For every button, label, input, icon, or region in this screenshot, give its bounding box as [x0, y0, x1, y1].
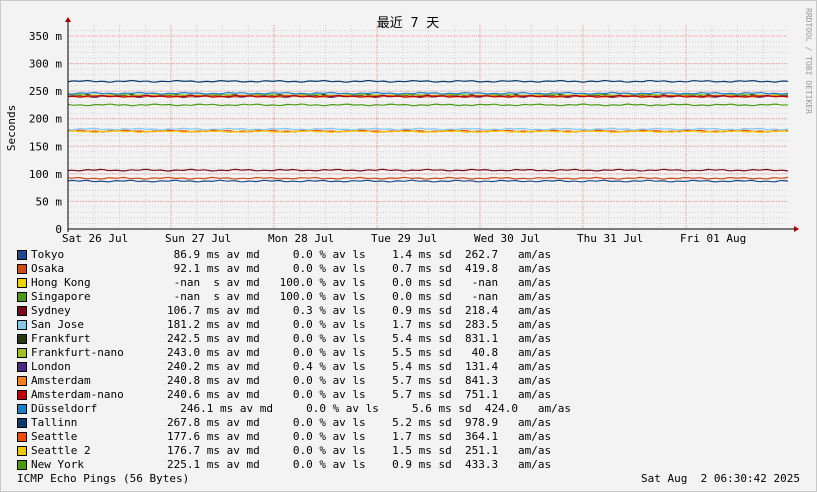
- legend-stats: 242.5 ms av md 0.0 % av ls 5.4 ms sd 831…: [167, 332, 552, 345]
- y-tick-label: 350 m: [29, 30, 62, 43]
- y-axis-arrow: [65, 17, 71, 22]
- legend-stats: 177.6 ms av md 0.0 % av ls 1.7 ms sd 364…: [167, 430, 552, 443]
- x-tick-label: Wed 30 Jul: [474, 232, 540, 245]
- legend-swatch: [17, 278, 27, 288]
- x-tick-labels: Sat 26 Jul Sun 27 Jul Mon 28 Jul Tue 29 Jul…: [62, 232, 746, 245]
- legend-swatch: [17, 418, 27, 428]
- x-tick-label: Mon 28 Jul: [268, 232, 334, 245]
- legend-stats: -nan s av md 100.0 % av ls 0.0 ms sd -na…: [167, 290, 552, 303]
- legend-swatch: [17, 320, 27, 330]
- series-lines: [67, 79, 789, 183]
- grid: [67, 25, 788, 230]
- x-tick-label: Sun 27 Jul: [165, 232, 231, 245]
- legend-stats: -nan s av md 100.0 % av ls 0.0 ms sd -na…: [167, 276, 552, 289]
- chart-title: 最近 7 天: [377, 16, 439, 31]
- legend-series-name: Amsterdam-nano: [31, 388, 124, 401]
- footer-timestamp: Sat Aug 2 06:30:42 2025: [641, 472, 800, 485]
- y-tick-label: 150 m: [29, 140, 62, 153]
- y-tick-label: 100 m: [29, 168, 62, 181]
- legend-stats: 240.6 ms av md 0.0 % av ls 5.7 ms sd 751…: [167, 388, 552, 401]
- y-tick-label: 0: [55, 223, 62, 236]
- legend-series-name: London: [31, 360, 71, 373]
- axes: [65, 17, 799, 232]
- legend-stats: 106.7 ms av md 0.3 % av ls 0.9 ms sd 218…: [167, 304, 552, 317]
- legend-series-name: San Jose: [31, 318, 84, 331]
- legend-series-name: Tallinn: [31, 416, 78, 429]
- x-tick-label: Sat 26 Jul: [62, 232, 128, 245]
- x-tick-label: Tue 29 Jul: [371, 232, 437, 245]
- legend-swatch: [17, 250, 27, 260]
- legend-series-name: Tokyo: [31, 248, 65, 261]
- legend-swatch: [17, 446, 27, 456]
- legend-stats: 225.1 ms av md 0.0 % av ls 0.9 ms sd 433…: [167, 458, 552, 471]
- legend-stats: 267.8 ms av md 0.0 % av ls 5.2 ms sd 978…: [167, 416, 552, 429]
- series-line: [67, 168, 789, 172]
- legend-stats: 92.1 ms av md 0.0 % av ls 0.7 ms sd 419.…: [167, 262, 552, 275]
- legend-series-name: Sydney: [31, 304, 71, 317]
- y-tick-label: 200 m: [29, 113, 62, 126]
- legend-swatch: [17, 460, 27, 470]
- latency-chart: 最近 7 天 Seconds RRDTOOL / TOBI OETIKER 0 5…: [5, 8, 813, 245]
- legend-stats: 86.9 ms av md 0.0 % av ls 1.4 ms sd 262.…: [167, 248, 552, 261]
- y-tick-label: 300 m: [29, 58, 62, 71]
- legend-swatch: [17, 264, 27, 274]
- legend-swatch: [17, 376, 27, 386]
- series-line: [67, 176, 789, 180]
- legend-series-name: Osaka: [31, 262, 65, 275]
- legend-stats: 243.0 ms av md 0.0 % av ls 5.5 ms sd 40.…: [167, 346, 552, 359]
- legend-stats: 181.2 ms av md 0.0 % av ls 1.7 ms sd 283…: [167, 318, 552, 331]
- x-tick-label: Fri 01 Aug: [680, 232, 746, 245]
- legend-swatch: [17, 334, 27, 344]
- legend-swatch: [17, 362, 27, 372]
- legend-series-name: Düsseldorf: [31, 402, 98, 415]
- legend-swatch: [17, 306, 27, 316]
- y-axis-label: Seconds: [5, 105, 18, 151]
- y-tick-label: 250 m: [29, 85, 62, 98]
- series-line: [67, 91, 789, 95]
- series-line: [67, 130, 789, 134]
- x-axis-arrow: [794, 226, 799, 232]
- legend-series-name: Amsterdam: [31, 374, 91, 387]
- legend-stats: 240.8 ms av md 0.0 % av ls 5.7 ms sd 841…: [167, 374, 552, 387]
- watermark: RRDTOOL / TOBI OETIKER: [804, 8, 813, 114]
- legend-series-name: Seattle 2: [31, 444, 91, 457]
- legend-stats: 246.1 ms av md 0.0 % av ls 5.6 ms sd 424…: [167, 402, 571, 415]
- series-line: [67, 127, 789, 131]
- legend-series-name: New York: [31, 458, 84, 471]
- y-tick-labels: 0 50 m 100 m 150 m 200 m 250 m 300 m 350 m: [29, 30, 62, 236]
- legend-swatch: [17, 390, 27, 400]
- series-line: [67, 94, 789, 98]
- footer-probe-info: ICMP Echo Pings (56 Bytes): [17, 472, 190, 485]
- legend-stats: 240.2 ms av md 0.4 % av ls 5.4 ms sd 131…: [167, 360, 552, 373]
- y-tick-label: 50 m: [36, 195, 63, 208]
- series-line: [67, 79, 789, 83]
- legend-swatch: [17, 348, 27, 358]
- legend-stats: 176.7 ms av md 0.0 % av ls 1.5 ms sd 251…: [167, 444, 552, 457]
- legend-swatch: [17, 292, 27, 302]
- series-line: [67, 179, 789, 183]
- legend-series-name: Frankfurt: [31, 332, 91, 345]
- legend-series-name: Seattle: [31, 430, 78, 443]
- legend-swatch: [17, 404, 27, 414]
- legend-series-name: Singapore: [31, 290, 91, 303]
- series-line: [67, 103, 789, 107]
- legend-series-name: Frankfurt-nano: [31, 346, 124, 359]
- legend-swatch: [17, 432, 27, 442]
- legend-series-name: Hong Kong: [31, 276, 91, 289]
- x-tick-label: Thu 31 Jul: [577, 232, 643, 245]
